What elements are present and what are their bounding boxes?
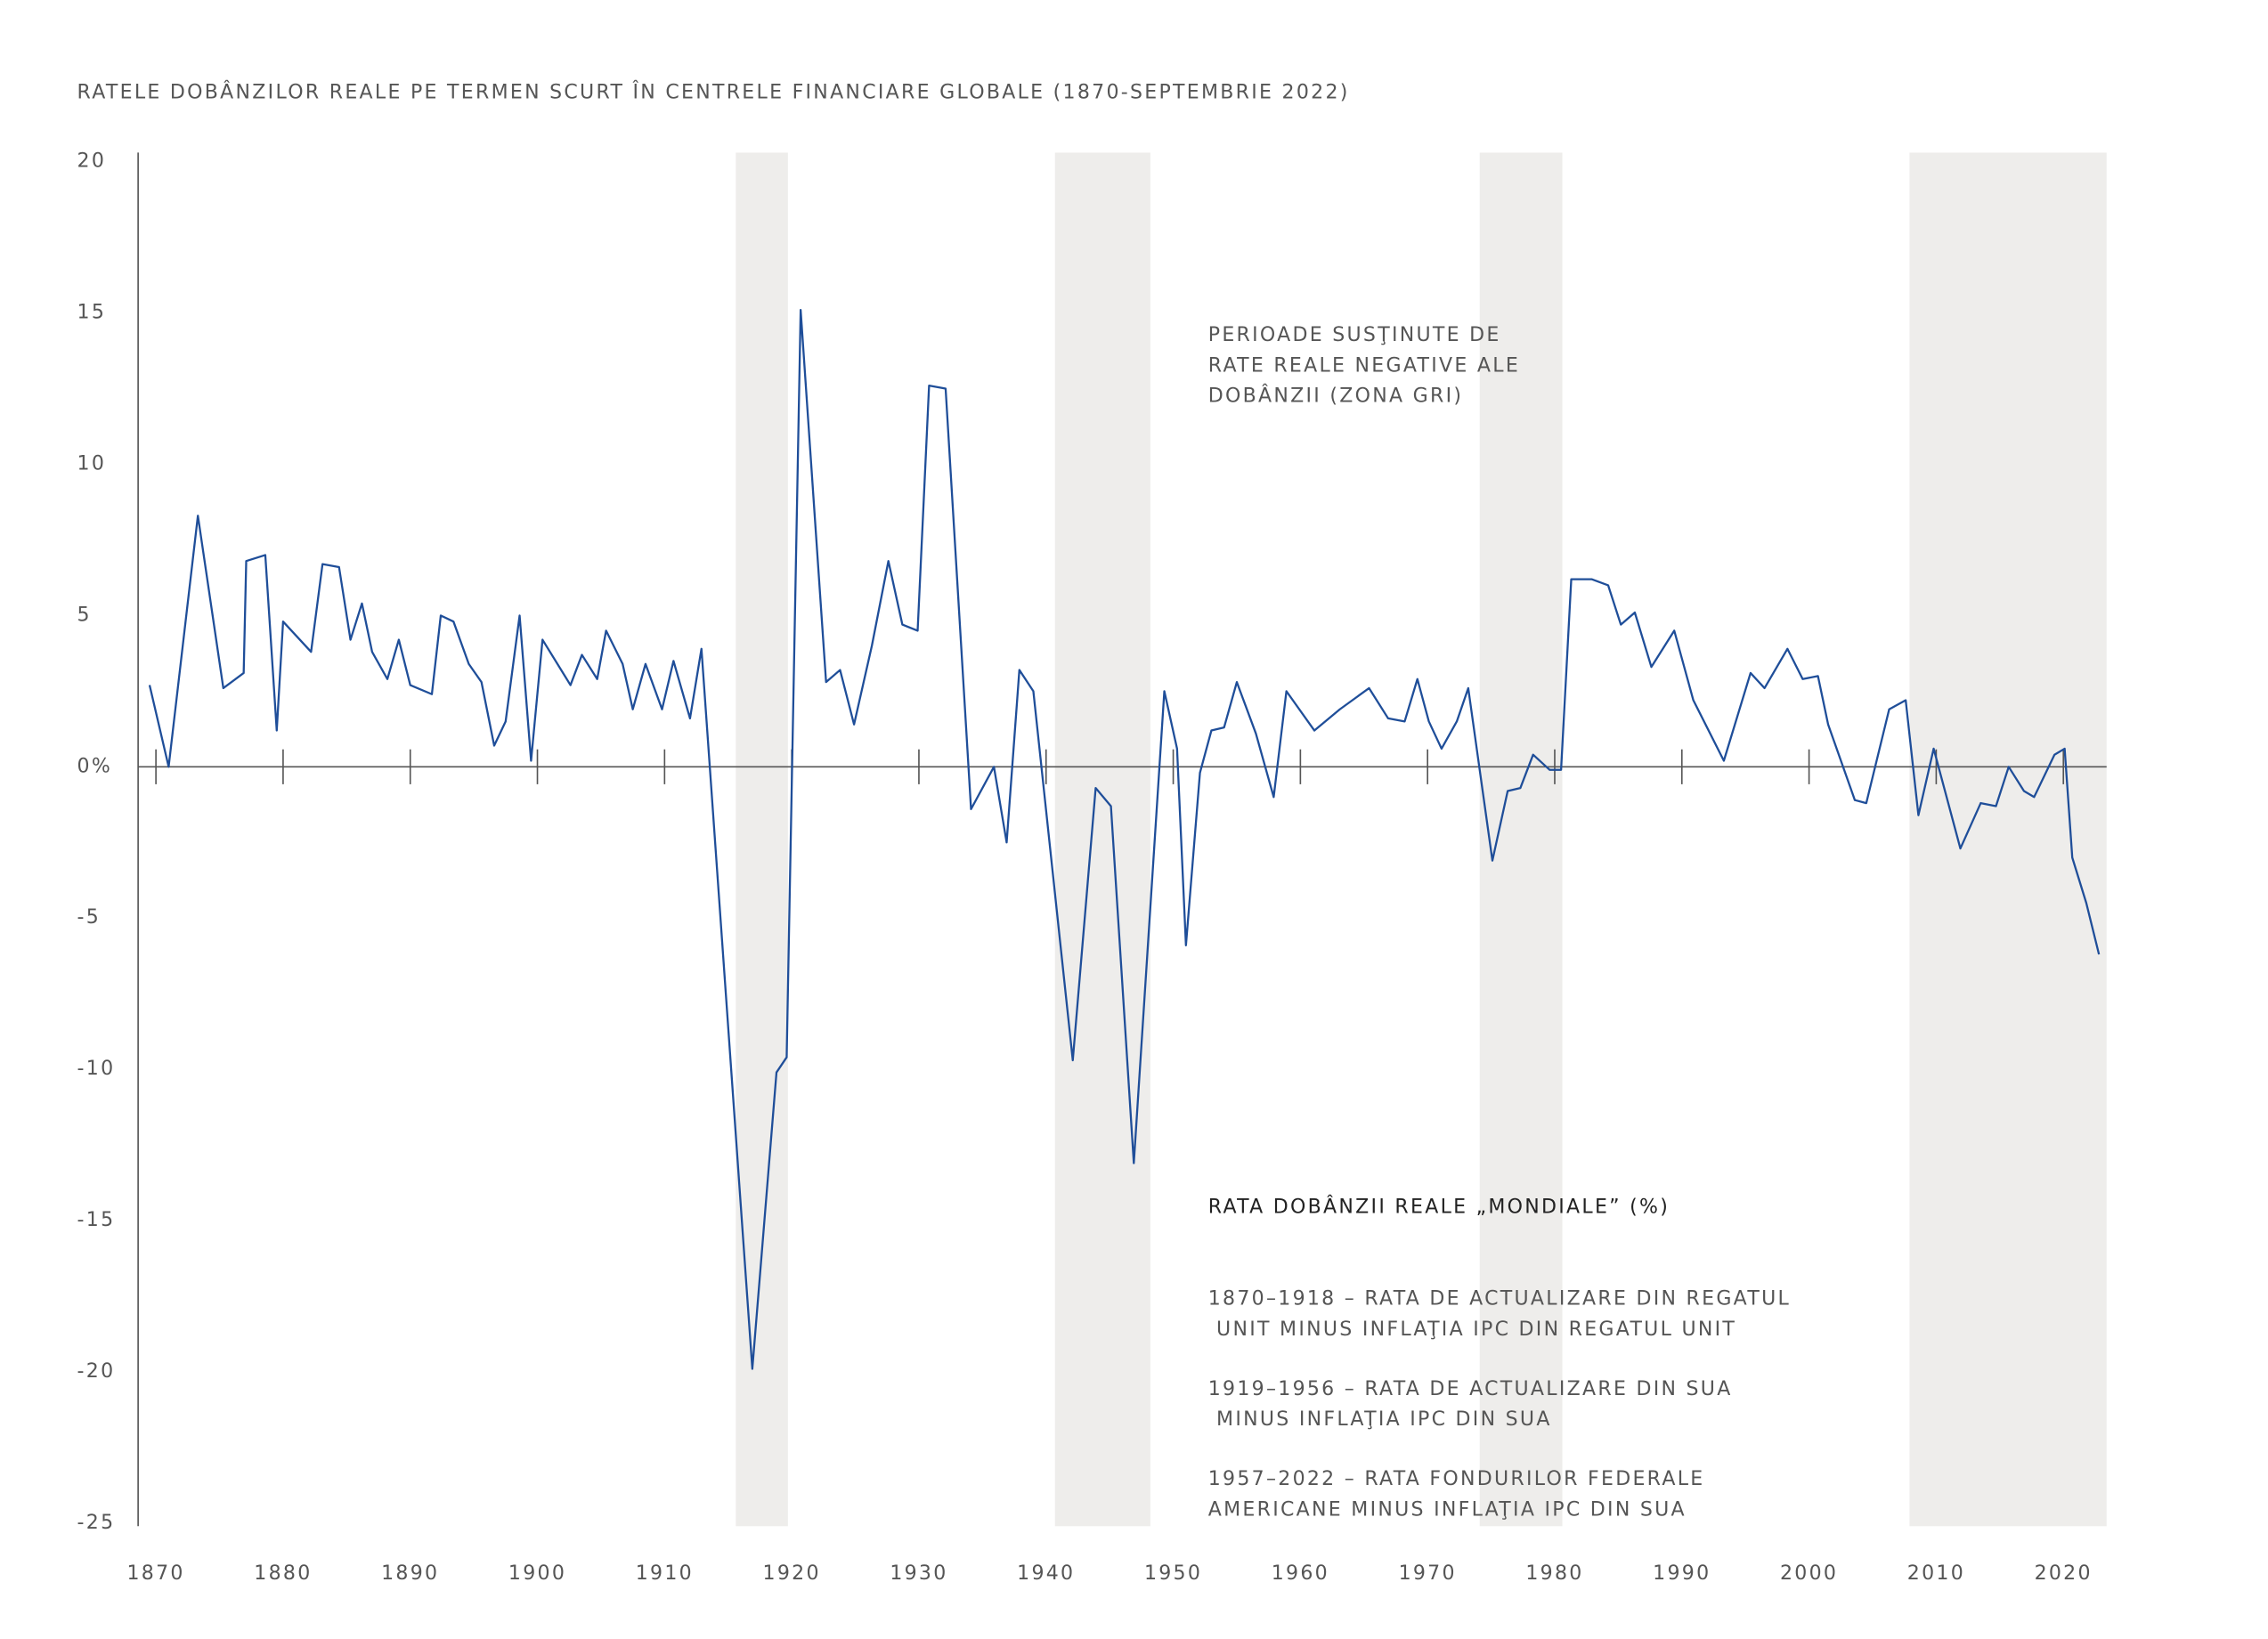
note: UNIT MINUS INFLAŢIA IPC DIN REGATUL UNIT — [1208, 1319, 1736, 1341]
legend-entry: RATA DOBÂNZII REALE „MONDIALE” (%) — [1208, 1196, 1670, 1219]
shaded-period — [736, 152, 788, 1527]
shaded-period — [1479, 152, 1563, 1527]
x-tick-label: 1910 — [636, 1562, 694, 1585]
x-tick-label: 1920 — [763, 1562, 821, 1585]
x-tick-label: 1980 — [1525, 1562, 1583, 1585]
x-tick-label: 1880 — [254, 1562, 312, 1585]
annotation: PERIOADE SUSŢINUTE DE — [1208, 324, 1501, 346]
note: 1870–1918 – RATA DE ACTUALIZARE DIN REGA… — [1208, 1288, 1791, 1310]
y-tick-label: 10 — [77, 452, 107, 475]
note: AMERICANE MINUS INFLAŢIA IPC DIN SUA — [1208, 1498, 1687, 1521]
x-tick-label: 1930 — [890, 1562, 947, 1585]
note: MINUS INFLAŢIA IPC DIN SUA — [1208, 1408, 1552, 1431]
data-line — [148, 309, 2101, 1370]
annotation: DOBÂNZII (ZONA GRI) — [1208, 385, 1464, 408]
y-tick-label: 5 — [77, 604, 92, 626]
y-tick-label: -5 — [77, 906, 102, 929]
x-tick-label: 1890 — [381, 1562, 439, 1585]
annotation: RATE REALE NEGATIVE ALE — [1208, 354, 1520, 377]
y-tick-label: 0% — [77, 755, 113, 777]
x-tick-label: 1900 — [508, 1562, 566, 1585]
x-tick-label: 1970 — [1399, 1562, 1457, 1585]
x-tick-label: 1990 — [1653, 1562, 1711, 1585]
shaded-period — [1909, 152, 2107, 1527]
x-tick-label: 1950 — [1144, 1562, 1202, 1585]
y-tick-label: 15 — [77, 302, 107, 324]
note: 1919–1956 – RATA DE ACTUALIZARE DIN SUA — [1208, 1378, 1733, 1400]
chart-title: RATELE DOBÂNZILOR REALE PE TERMEN SCURT … — [77, 80, 1350, 103]
y-tick-label: 20 — [77, 150, 107, 173]
x-tick-label: 1960 — [1272, 1562, 1329, 1585]
y-tick-label: -15 — [77, 1209, 116, 1231]
y-tick-label: -10 — [77, 1058, 116, 1080]
x-tick-label: 2000 — [1780, 1562, 1838, 1585]
x-tick-label: 1870 — [127, 1562, 185, 1585]
note: 1957–2022 – RATA FONDURILOR FEDERALE — [1208, 1468, 1705, 1490]
y-tick-label: -25 — [77, 1512, 116, 1534]
x-tick-label: 1940 — [1017, 1562, 1075, 1585]
y-tick-label: -20 — [77, 1360, 116, 1383]
x-tick-label: 2010 — [1907, 1562, 1965, 1585]
x-tick-label: 2020 — [2035, 1562, 2093, 1585]
shaded-period — [1054, 152, 1150, 1527]
